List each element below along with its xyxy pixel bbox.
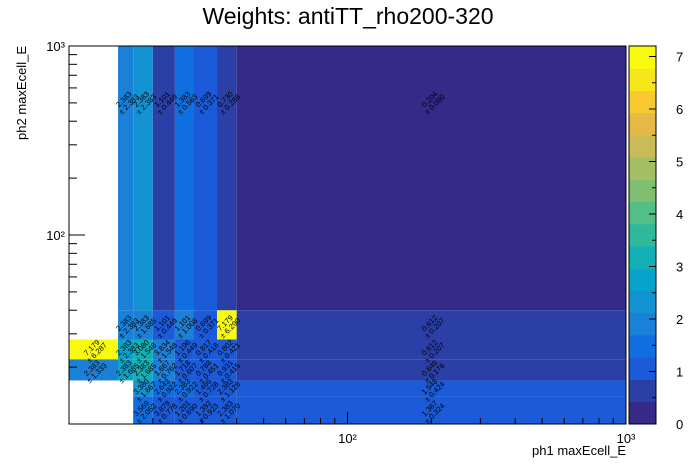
- y-tick-label: 10²: [46, 228, 65, 243]
- heatmap-cell: [133, 396, 153, 424]
- x-axis-title: ph1 maxEcell_E: [532, 443, 626, 458]
- color-scale-swatch: [629, 46, 656, 69]
- color-scale-label: 4: [676, 207, 683, 222]
- heatmap-cell: [217, 339, 237, 360]
- heatmap-cell: [133, 46, 153, 311]
- color-scale-bar: 0 1 2 3 4 5 6 7: [628, 45, 683, 432]
- heatmap-cell: [174, 396, 194, 424]
- color-scale-swatch: [629, 290, 656, 314]
- color-scale-swatch: [629, 179, 656, 203]
- color-scale-swatch: [629, 68, 656, 91]
- heatmap-cell: [193, 310, 218, 340]
- heatmap-cell: [152, 339, 175, 360]
- color-scale-swatch: [629, 157, 656, 180]
- heatmap-cell: [174, 46, 194, 311]
- heatmap-cell: [193, 359, 218, 381]
- color-scale-swatch: [629, 335, 656, 358]
- color-scale-swatch: [629, 90, 656, 114]
- heatmap-cell: [217, 46, 237, 311]
- heatmap-cell: [69, 339, 119, 360]
- heatmap-cell: [118, 46, 134, 311]
- heatmap-cell: [174, 339, 194, 360]
- heatmap-cell: [174, 359, 194, 381]
- color-scale-swatch: [629, 357, 656, 381]
- x-tick-label: 10²: [338, 431, 357, 446]
- heatmap-cell: [217, 396, 237, 424]
- color-scale-swatch: [629, 112, 656, 136]
- color-scale-swatch: [629, 268, 656, 292]
- heatmap-cell: [193, 339, 218, 360]
- color-scale-label: 3: [676, 260, 683, 275]
- color-scale-swatch: [629, 312, 656, 336]
- heatmap-cell: [236, 310, 626, 340]
- heatmap-cell: [133, 310, 153, 340]
- heatmap-cell: [118, 339, 134, 360]
- heatmap-cell: [236, 359, 626, 381]
- heatmap-cell: [152, 310, 175, 340]
- y-tick-label: 10³: [46, 39, 65, 54]
- heatmap-cell: [118, 310, 134, 340]
- heatmap-cell: [152, 380, 175, 397]
- color-scale-swatch: [629, 379, 656, 403]
- color-scale-swatch: [629, 134, 656, 158]
- heatmap-cell: [118, 359, 134, 381]
- heatmap-cell: [236, 339, 626, 360]
- heatmap-cell: [217, 380, 237, 397]
- heatmap-cell: [174, 380, 194, 397]
- heatmap-cell: [174, 310, 194, 340]
- heatmap-cells: [69, 46, 626, 424]
- color-scale-swatch: [629, 201, 656, 225]
- heatmap-cell: [193, 46, 218, 311]
- color-scale-label: 0: [676, 417, 683, 432]
- heatmap-cell: [133, 359, 153, 381]
- heatmap-cell: [236, 380, 626, 397]
- x-axis-ticks: 10² 10³: [68, 412, 636, 446]
- y-axis-ticks: 10² 10³: [46, 39, 85, 425]
- color-scale-swatch: [629, 246, 656, 269]
- heatmap-cell: [152, 46, 175, 311]
- color-scale-label: 1: [676, 365, 683, 380]
- x-tick-label: 10³: [617, 431, 636, 446]
- color-scale-label: 7: [676, 50, 683, 65]
- heatmap-cell: [69, 359, 119, 381]
- color-scale-label: 6: [676, 102, 683, 117]
- y-axis-title: ph2 maxEcell_E: [14, 46, 29, 140]
- color-scale-swatch: [629, 401, 656, 425]
- heatmap-cell: [152, 396, 175, 424]
- heatmap-cell: [217, 359, 237, 381]
- heatmap-cell: [236, 46, 626, 311]
- heatmap-cell: [133, 339, 153, 360]
- heatmap-cell: [152, 359, 175, 381]
- heatmap-cell: [193, 380, 218, 397]
- color-scale-label: 2: [676, 312, 683, 327]
- heatmap-cell: [133, 380, 153, 397]
- color-scale-frame: [628, 45, 657, 425]
- heatmap-cell: [217, 310, 237, 340]
- chart-title: Weights: antiTT_rho200-320: [202, 3, 493, 29]
- heatmap-cell: [193, 396, 218, 424]
- color-scale-swatch: [629, 223, 656, 247]
- color-scale-label: 5: [676, 155, 683, 170]
